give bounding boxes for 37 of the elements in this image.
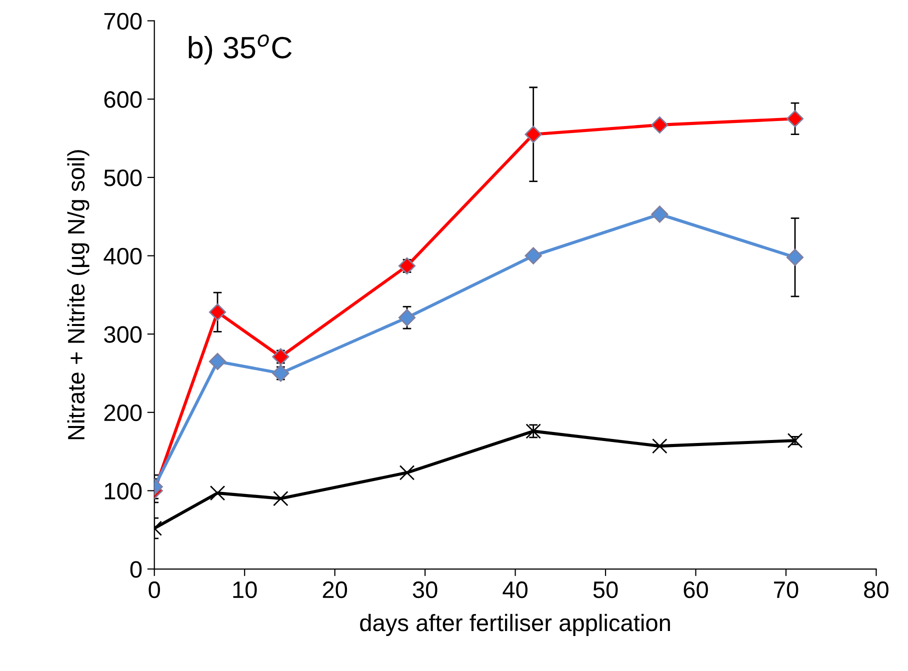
x-tick-label: 80 [864, 581, 888, 598]
point [272, 364, 290, 382]
x-tick-label: 0 [148, 581, 160, 598]
x-tick-label: 20 [322, 581, 348, 598]
point [399, 465, 415, 480]
point [210, 485, 226, 501]
point [272, 348, 290, 366]
y-tick-label: 400 [104, 248, 142, 265]
x-tick-label: 30 [412, 581, 438, 598]
point [208, 352, 226, 370]
point [524, 247, 542, 264]
x-tick-label: 40 [502, 581, 528, 598]
point [273, 490, 288, 506]
y-tick-label: 500 [104, 170, 142, 186]
point [398, 257, 416, 274]
point [786, 110, 804, 128]
y-tick-label: 600 [104, 91, 142, 108]
point [651, 116, 668, 134]
point [208, 304, 226, 321]
x-tick-label: 60 [684, 581, 708, 598]
x-tick-label: 70 [774, 581, 798, 598]
y-axis-title: Nitrate + Nitrite (µg N/g soil) [67, 150, 90, 440]
point [651, 206, 668, 223]
chart-title: b) 35$^{o}$C [188, 34, 292, 65]
y-tick-label: 200 [104, 404, 142, 422]
point [787, 432, 803, 448]
y-tick-label: 300 [104, 326, 142, 343]
point [398, 309, 416, 326]
x-tick-label: 10 [233, 581, 257, 598]
point [524, 126, 542, 143]
point [652, 438, 668, 454]
point [786, 248, 804, 266]
y-tick-label: 0 [130, 561, 142, 578]
y-tick-label: 100 [104, 482, 142, 500]
y-tick-label: 700 [104, 12, 142, 30]
x-tick-label: 50 [593, 581, 618, 598]
x-axis-title: days after fertiliser application [360, 614, 670, 636]
